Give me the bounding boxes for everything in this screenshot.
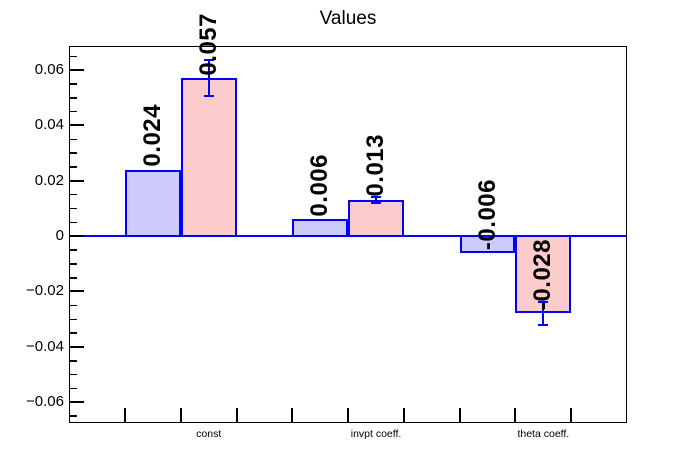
y-minor-tick (69, 221, 78, 224)
y-minor-tick (69, 138, 78, 141)
x-tick (235, 408, 238, 422)
x-tick (402, 408, 405, 422)
bar (348, 200, 404, 237)
error-bar-cap-bottom (203, 95, 214, 98)
x-category-label: theta coeff. (517, 428, 570, 440)
x-tick (570, 408, 573, 422)
y-minor-tick (69, 166, 78, 168)
y-minor-tick (69, 415, 78, 417)
y-minor-tick (69, 249, 78, 251)
y-tick-label: 0.06 (34, 61, 64, 79)
y-minor-tick (69, 360, 78, 362)
y-minor-tick (69, 55, 78, 58)
error-bar (375, 196, 378, 204)
chart-title: Values (319, 8, 377, 29)
y-tick-label: 0.04 (34, 116, 64, 134)
y-minor-tick (69, 318, 78, 321)
y-major-tick (69, 68, 85, 71)
bar (292, 219, 349, 237)
y-minor-tick (69, 110, 78, 113)
y-minor-tick (69, 83, 78, 85)
y-minor-tick (69, 304, 78, 307)
error-bar (542, 301, 545, 326)
x-tick (458, 408, 461, 422)
x-category-label: const (196, 428, 222, 440)
x-tick (514, 408, 517, 422)
bar-value-label: 0.057 (194, 12, 222, 76)
y-major-tick (69, 179, 85, 182)
bar-value-label: -0.028 (529, 239, 557, 311)
y-minor-tick (69, 263, 78, 265)
bar-value-label: 0.013 (362, 134, 390, 198)
y-tick-label: 0 (55, 227, 64, 245)
y-minor-tick (69, 207, 78, 210)
error-bar-cap-top (538, 300, 549, 303)
x-tick (291, 408, 294, 422)
y-minor-tick (69, 277, 78, 279)
error-bar (207, 60, 210, 97)
y-minor-tick (69, 332, 78, 334)
bar (125, 169, 181, 237)
y-tick-label: −0.06 (26, 393, 64, 411)
bar (515, 235, 572, 314)
error-bar-cap-top (371, 195, 382, 198)
plot-frame (69, 46, 627, 423)
y-tick-label: 0.02 (34, 171, 64, 189)
y-minor-tick (69, 387, 78, 390)
error-bar-cap-bottom (371, 202, 382, 205)
bar-value-label: -0.006 (473, 178, 501, 250)
y-minor-tick (69, 152, 78, 154)
y-major-tick (69, 124, 85, 127)
x-tick (179, 408, 182, 422)
y-major-tick (69, 235, 85, 237)
y-minor-tick (69, 193, 78, 196)
y-minor-tick (69, 373, 78, 376)
y-tick-label: −0.04 (26, 337, 64, 355)
y-minor-tick (69, 97, 78, 99)
error-bar-cap-bottom (538, 324, 549, 327)
y-major-tick (69, 401, 85, 404)
x-tick (124, 408, 127, 422)
y-tick-label: −0.02 (26, 282, 64, 300)
x-category-label: invpt coeff. (350, 428, 402, 440)
x-tick (347, 408, 350, 422)
bar-value-label: 0.024 (138, 104, 166, 167)
bar-value-label: 0.006 (306, 153, 334, 217)
bar (459, 235, 516, 253)
bar (180, 78, 237, 237)
error-bar-cap-top (203, 59, 214, 62)
y-major-tick (69, 345, 85, 348)
y-major-tick (69, 290, 85, 293)
